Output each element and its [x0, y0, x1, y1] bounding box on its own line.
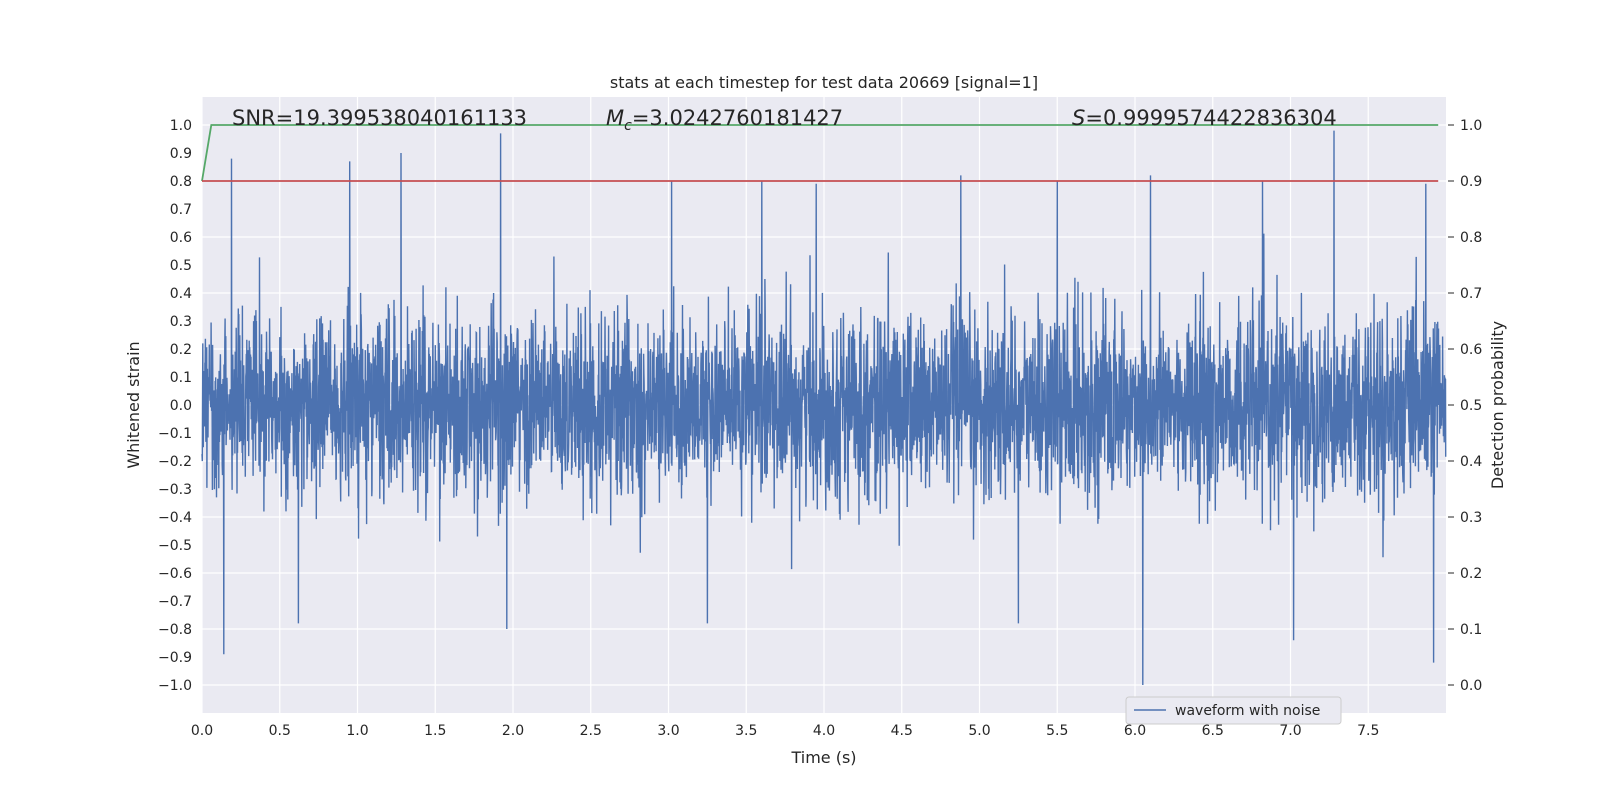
x-tick-label: 7.0 [1279, 723, 1301, 739]
left-axis-ticks: 1.0 0.9 0.8 0.7 0.6 0.5 0.4 0.3 0.2 0.1 0.0 −0.1 −0.… [158, 118, 192, 694]
y-tick-label: 0.3 [170, 314, 192, 330]
legend-label: waveform with noise [1175, 703, 1320, 719]
legend: waveform with noise [1125, 696, 1342, 725]
y-right-tick-label: 0.4 [1460, 454, 1482, 470]
y-tick-label: −0.2 [158, 454, 192, 470]
right-axis-ticks: 1.0 0.9 0.8 0.7 0.6 0.5 0.4 0.3 0.2 0.1 0.0 [1448, 118, 1482, 694]
y-right-tick-label: 0.9 [1460, 174, 1482, 190]
detection-probability-line [201, 124, 1439, 182]
y-tick-label: −0.7 [158, 594, 192, 610]
y-right-tick-label: 0.1 [1460, 622, 1482, 638]
x-tick-label: 1.5 [424, 723, 446, 739]
y-tick-label: −0.1 [158, 426, 192, 442]
y-right-tick-label: 0.5 [1460, 398, 1482, 414]
y-tick-label: 0.8 [170, 174, 192, 190]
y-right-tick-label: 0.8 [1460, 230, 1482, 246]
y-tick-label: −0.9 [158, 650, 192, 666]
chart-title: stats at each timestep for test data 206… [610, 73, 1038, 92]
y-tick-label: 0.1 [170, 370, 192, 386]
y-tick-label: 0.5 [170, 258, 192, 274]
y-tick-label: 1.0 [170, 118, 192, 134]
y-right-tick-label: 0.3 [1460, 510, 1482, 526]
chirp-mass-subscript: c [624, 118, 632, 134]
y-right-tick-label: 0.7 [1460, 286, 1482, 302]
y-tick-label: −0.5 [158, 538, 192, 554]
chirp-mass-value: =3.0242760181427 [632, 106, 843, 130]
chirp-mass-annotation: Mc=3.0242760181427 [606, 106, 843, 134]
x-tick-label: 6.0 [1124, 723, 1146, 739]
chirp-mass-symbol: M [606, 106, 624, 130]
x-axis-ticks: 0.0 0.5 1.0 1.5 2.0 2.5 3.0 3.5 4.0 4.5 5.0 5.5 6.0 6… [191, 723, 1380, 739]
probability-series [201, 124, 1439, 182]
x-tick-label: 5.5 [1046, 723, 1068, 739]
snr-annotation: SNR=19.399538040161133 [232, 106, 527, 130]
y-tick-label: −0.4 [158, 510, 192, 526]
significance-value: =0.9999574422836304 [1085, 106, 1336, 130]
x-tick-label: 7.5 [1357, 723, 1379, 739]
y-tick-label: 0.2 [170, 342, 192, 358]
x-tick-label: 6.5 [1202, 723, 1224, 739]
x-tick-label: 3.0 [657, 723, 679, 739]
y-axis-label: Whitened strain [124, 341, 143, 468]
y-tick-label: −1.0 [158, 678, 192, 694]
x-tick-label: 2.5 [580, 723, 602, 739]
significance-annotation: S=0.9999574422836304 [1072, 106, 1337, 130]
y-tick-label: −0.8 [158, 622, 192, 638]
waveform-series [201, 130, 1447, 686]
y-right-tick-label: 0.6 [1460, 342, 1482, 358]
y-tick-label: 0.7 [170, 202, 192, 218]
x-tick-label: 5.0 [968, 723, 990, 739]
y-tick-label: −0.6 [158, 566, 192, 582]
x-tick-label: 3.5 [735, 723, 757, 739]
y-tick-label: 0.0 [170, 398, 192, 414]
legend-box [1125, 696, 1342, 725]
y-right-tick-label: 1.0 [1460, 118, 1482, 134]
y-axis-right-label: Detection probability [1488, 321, 1507, 489]
x-axis-label: Time (s) [790, 748, 856, 767]
x-tick-label: 1.0 [346, 723, 368, 739]
significance-symbol: S [1072, 106, 1085, 130]
y-tick-label: −0.3 [158, 482, 192, 498]
x-tick-label: 0.0 [191, 723, 213, 739]
x-tick-label: 0.5 [269, 723, 291, 739]
y-right-tick-label: 0.0 [1460, 678, 1482, 694]
waveform-line [201, 130, 1447, 686]
y-tick-label: 0.4 [170, 286, 192, 302]
y-tick-label: 0.9 [170, 146, 192, 162]
y-tick-label: 0.6 [170, 230, 192, 246]
x-tick-label: 2.0 [502, 723, 524, 739]
x-tick-label: 4.0 [813, 723, 835, 739]
y-right-tick-label: 0.2 [1460, 566, 1482, 582]
x-tick-label: 4.5 [891, 723, 913, 739]
